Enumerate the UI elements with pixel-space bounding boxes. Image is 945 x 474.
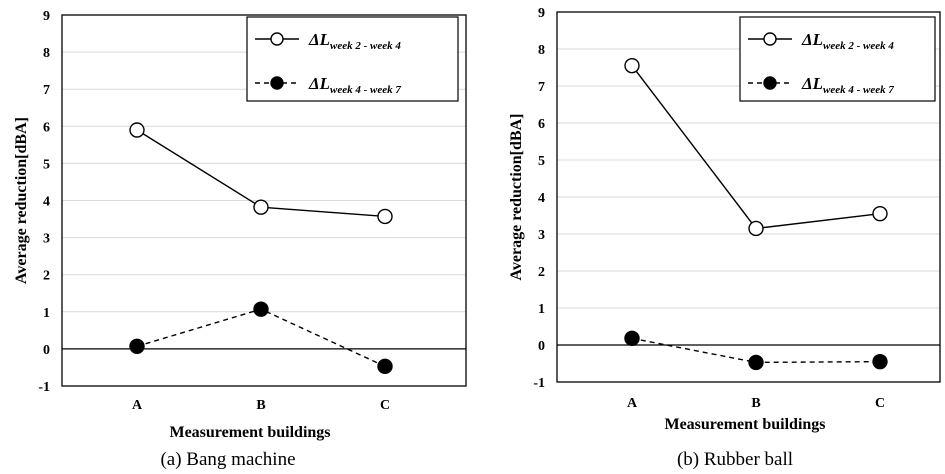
data-point-series-1-a	[624, 57, 640, 74]
x-axis-title: Measurement buildings	[664, 416, 825, 433]
y-tick-label: 6	[538, 117, 545, 132]
data-point-series-1-c	[872, 205, 888, 222]
legend-marker-2	[270, 76, 284, 90]
y-tick-label: 2	[538, 265, 545, 280]
legend-label-2: ΔLweek 4 - week 7	[308, 74, 401, 96]
y-tick-label: 3	[43, 232, 50, 247]
data-point-series-1-c	[377, 208, 393, 225]
x-tick-label-a: A	[132, 398, 143, 413]
legend-label-1: ΔLweek 2 - week 4	[801, 30, 894, 52]
data-point-series-1-a	[129, 122, 145, 138]
y-tick-label: 1	[538, 302, 545, 317]
legend: ΔLweek 2 - week 4 ΔLweek 4 - week 7	[739, 16, 936, 102]
y-tick-label: 7	[538, 80, 545, 95]
legend-label-2: ΔLweek 4 - week 7	[801, 74, 894, 96]
y-tick-label: 2	[43, 269, 50, 284]
y-tick-label: 7	[43, 83, 50, 98]
y-tick-label: 9	[538, 6, 545, 21]
legend-marker-1	[763, 32, 777, 46]
y-tick-label: 9	[43, 9, 50, 24]
y-axis-title: Average reduction[dBA]	[508, 114, 525, 281]
data-point-series-2-c	[872, 353, 888, 370]
y-axis-title: Average reduction[dBA]	[13, 117, 30, 284]
data-point-series-2-c	[377, 358, 393, 375]
data-point-series-1-b	[748, 220, 764, 237]
y-tick-label: 8	[43, 46, 50, 61]
data-point-series-2-b	[253, 301, 269, 317]
x-tick-label-b: B	[256, 398, 265, 413]
y-tick-label: 3	[538, 228, 545, 243]
x-tick-label-c: C	[380, 398, 390, 413]
y-tick-label: 0	[538, 339, 545, 354]
y-tick-label: 5	[538, 154, 545, 169]
x-tick-label-b: B	[751, 396, 760, 411]
y-tick-label: 8	[538, 43, 545, 58]
chart-caption: (b) Rubber ball	[677, 449, 793, 470]
y-tick-label: -1	[38, 380, 50, 395]
data-point-series-2-a	[624, 330, 640, 347]
y-tick-label: 4	[538, 191, 545, 206]
y-tick-label: 1	[43, 306, 50, 321]
plot-area-frame	[556, 11, 941, 383]
y-tick-label: -1	[533, 376, 545, 391]
y-tick-label: 5	[43, 157, 50, 172]
y-tick-label: 0	[43, 343, 50, 358]
legend-marker-1	[270, 32, 284, 46]
data-point-series-2-a	[129, 338, 145, 355]
x-tick-label-a: A	[627, 396, 638, 411]
legend-marker-2	[763, 76, 777, 90]
legend: ΔLweek 2 - week 4 ΔLweek 4 - week 7	[246, 16, 459, 102]
chart-panel-bang-machine: -1 0 1 2 3 4 5 6 7 8 9 A B C Measurement buildings Aver…	[13, 9, 467, 470]
x-axis-title: Measurement buildings	[169, 424, 330, 441]
y-tick-label: 6	[43, 120, 50, 135]
y-tick-label: 4	[43, 195, 50, 210]
chart-panel-rubber-ball: -1 0 1 2 3 4 5 6 7 8 9 A B C Measurement buildings Aver…	[508, 6, 941, 470]
legend-label-1: ΔLweek 2 - week 4	[308, 30, 401, 52]
data-point-series-2-b	[748, 354, 764, 371]
plot-area-frame	[61, 14, 467, 387]
x-tick-label-c: C	[875, 396, 885, 411]
data-point-series-1-b	[253, 199, 269, 215]
series-line-2	[136, 308, 386, 367]
chart-caption: (a) Bang machine	[160, 449, 295, 470]
